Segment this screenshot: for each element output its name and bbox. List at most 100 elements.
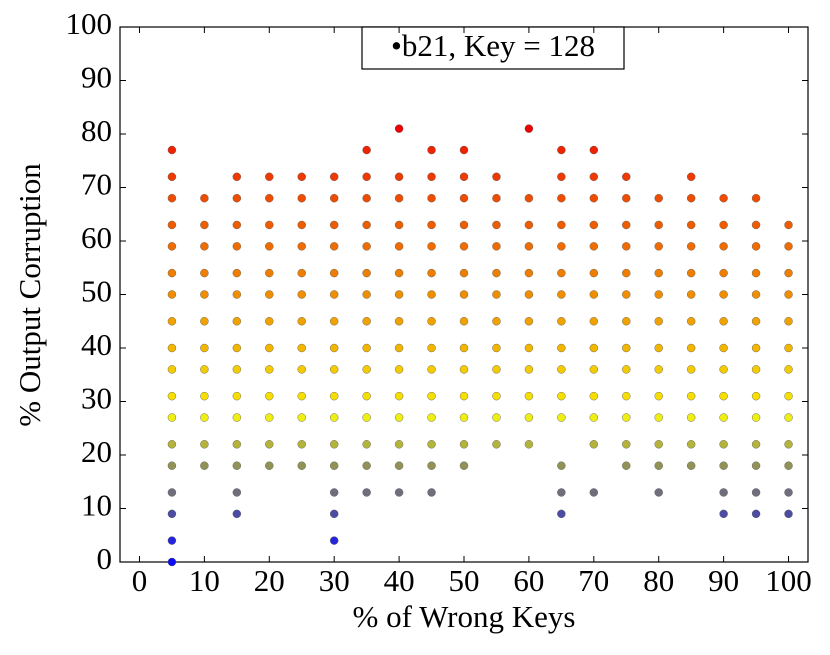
point: [297, 391, 306, 401]
point: [654, 488, 663, 497]
point: [200, 440, 209, 449]
title-box: [361, 26, 625, 70]
point: [719, 290, 728, 299]
point: [557, 391, 566, 401]
point: [784, 509, 793, 519]
point: [654, 413, 663, 422]
point: [557, 268, 566, 278]
point: [427, 268, 436, 278]
y-tick-label: 70: [81, 167, 112, 202]
point: [751, 413, 761, 422]
point: [784, 268, 793, 278]
point: [492, 317, 501, 326]
point: [167, 440, 177, 449]
point: [589, 290, 599, 299]
point: [492, 440, 501, 449]
point: [524, 124, 534, 133]
x-tick-label: 40: [384, 563, 415, 598]
point: [232, 317, 242, 326]
point: [784, 290, 793, 299]
point: [427, 413, 436, 422]
point: [459, 145, 469, 155]
point: [232, 172, 242, 182]
point: [427, 317, 436, 326]
x-axis-label: % of Wrong Keys: [353, 599, 576, 634]
point: [265, 413, 274, 422]
point: [167, 242, 177, 251]
point: [686, 317, 696, 326]
x-tick-label: 90: [708, 563, 739, 598]
point: [719, 343, 728, 353]
point: [589, 268, 599, 278]
point: [200, 290, 209, 299]
x-tick-label: 80: [643, 563, 674, 598]
point: [362, 461, 371, 470]
point: [654, 220, 663, 230]
point: [459, 242, 469, 251]
point: [751, 440, 761, 449]
point: [362, 220, 371, 230]
point: [459, 391, 469, 401]
point: [200, 413, 209, 422]
point: [329, 440, 339, 449]
point: [265, 440, 274, 449]
point: [492, 242, 501, 251]
point: [297, 193, 306, 203]
point: [524, 220, 534, 230]
point: [167, 268, 177, 278]
point: [459, 290, 469, 299]
point: [394, 440, 404, 449]
x-tick-label: 0: [132, 563, 148, 598]
point: [297, 290, 306, 299]
x-tick-label: 70: [578, 563, 609, 598]
point: [265, 220, 274, 230]
point: [265, 317, 274, 326]
point: [622, 193, 631, 203]
point: [232, 488, 242, 497]
point: [686, 290, 696, 299]
point: [686, 365, 696, 374]
point: [719, 391, 728, 401]
point: [200, 268, 209, 278]
point: [784, 440, 793, 449]
point: [686, 220, 696, 230]
point: [167, 413, 177, 422]
point: [362, 268, 371, 278]
point: [167, 461, 177, 470]
point: [654, 440, 663, 449]
point: [232, 193, 242, 203]
point: [167, 290, 177, 299]
point: [751, 268, 761, 278]
point: [265, 242, 274, 251]
y-tick-label: 50: [81, 274, 112, 309]
point: [167, 172, 177, 182]
point: [362, 242, 371, 251]
point: [232, 220, 242, 230]
point: [686, 413, 696, 422]
point: [654, 365, 663, 374]
point: [297, 461, 306, 470]
point: [394, 242, 404, 251]
point: [492, 268, 501, 278]
point: [751, 317, 761, 326]
point: [427, 242, 436, 251]
point: [329, 290, 339, 299]
point: [589, 488, 599, 497]
y-tick-label: 60: [81, 220, 112, 255]
point: [297, 268, 306, 278]
point: [686, 343, 696, 353]
point: [394, 461, 404, 470]
point: [394, 124, 404, 133]
point: [362, 145, 371, 155]
point: [329, 391, 339, 401]
point: [622, 268, 631, 278]
point: [362, 413, 371, 422]
point: [524, 365, 534, 374]
point: [557, 317, 566, 326]
point: [167, 317, 177, 326]
point: [232, 343, 242, 353]
point: [524, 242, 534, 251]
point: [362, 317, 371, 326]
point: [362, 172, 371, 182]
